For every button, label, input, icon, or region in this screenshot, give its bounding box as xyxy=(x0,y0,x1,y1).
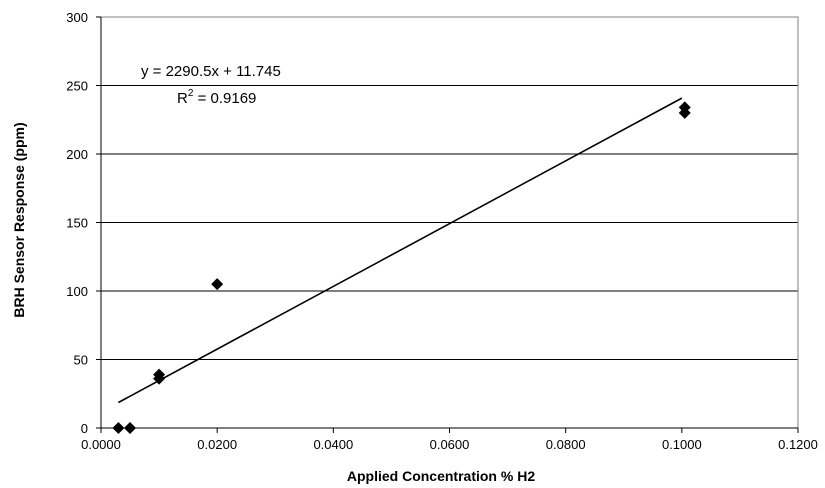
x-tick-label: 0.0000 xyxy=(81,437,121,452)
axes xyxy=(96,16,799,433)
trendline-equation: y = 2290.5x + 11.745 xyxy=(141,63,281,80)
y-tick-label: 300 xyxy=(66,10,88,25)
x-tick-label: 0.1000 xyxy=(662,437,702,452)
data-point xyxy=(678,101,691,114)
x-tick-label: 0.0200 xyxy=(197,437,237,452)
data-point xyxy=(211,278,224,291)
y-tick-labels: 0 50 100 150 200 250 300 xyxy=(66,10,88,436)
x-tick-label: 0.0600 xyxy=(430,437,470,452)
y-tick-label: 200 xyxy=(66,147,88,162)
data-point xyxy=(153,368,166,381)
trendline xyxy=(118,97,683,404)
y-tick-label: 150 xyxy=(66,216,88,231)
x-tick-label: 0.1200 xyxy=(778,437,818,452)
data-points xyxy=(112,101,691,434)
data-point xyxy=(112,422,125,434)
data-point xyxy=(124,422,137,434)
y-tick-label: 0 xyxy=(81,421,88,436)
x-tick-labels: 0.0000 0.0200 0.0400 0.0600 0.0800 0.1000 0.12… xyxy=(81,437,818,452)
x-axis-title: Applied Concentration % H2 xyxy=(347,468,535,484)
y-axis-title: BRH Sensor Response (ppm) xyxy=(11,122,27,317)
r-squared-label: R2 = 0.9169 xyxy=(177,88,256,107)
x-tick-label: 0.0400 xyxy=(313,437,353,452)
y-tick-label: 50 xyxy=(74,353,88,368)
y-tick-label: 250 xyxy=(66,79,88,94)
x-tick-label: 0.0800 xyxy=(546,437,586,452)
y-tick-label: 100 xyxy=(66,284,88,299)
